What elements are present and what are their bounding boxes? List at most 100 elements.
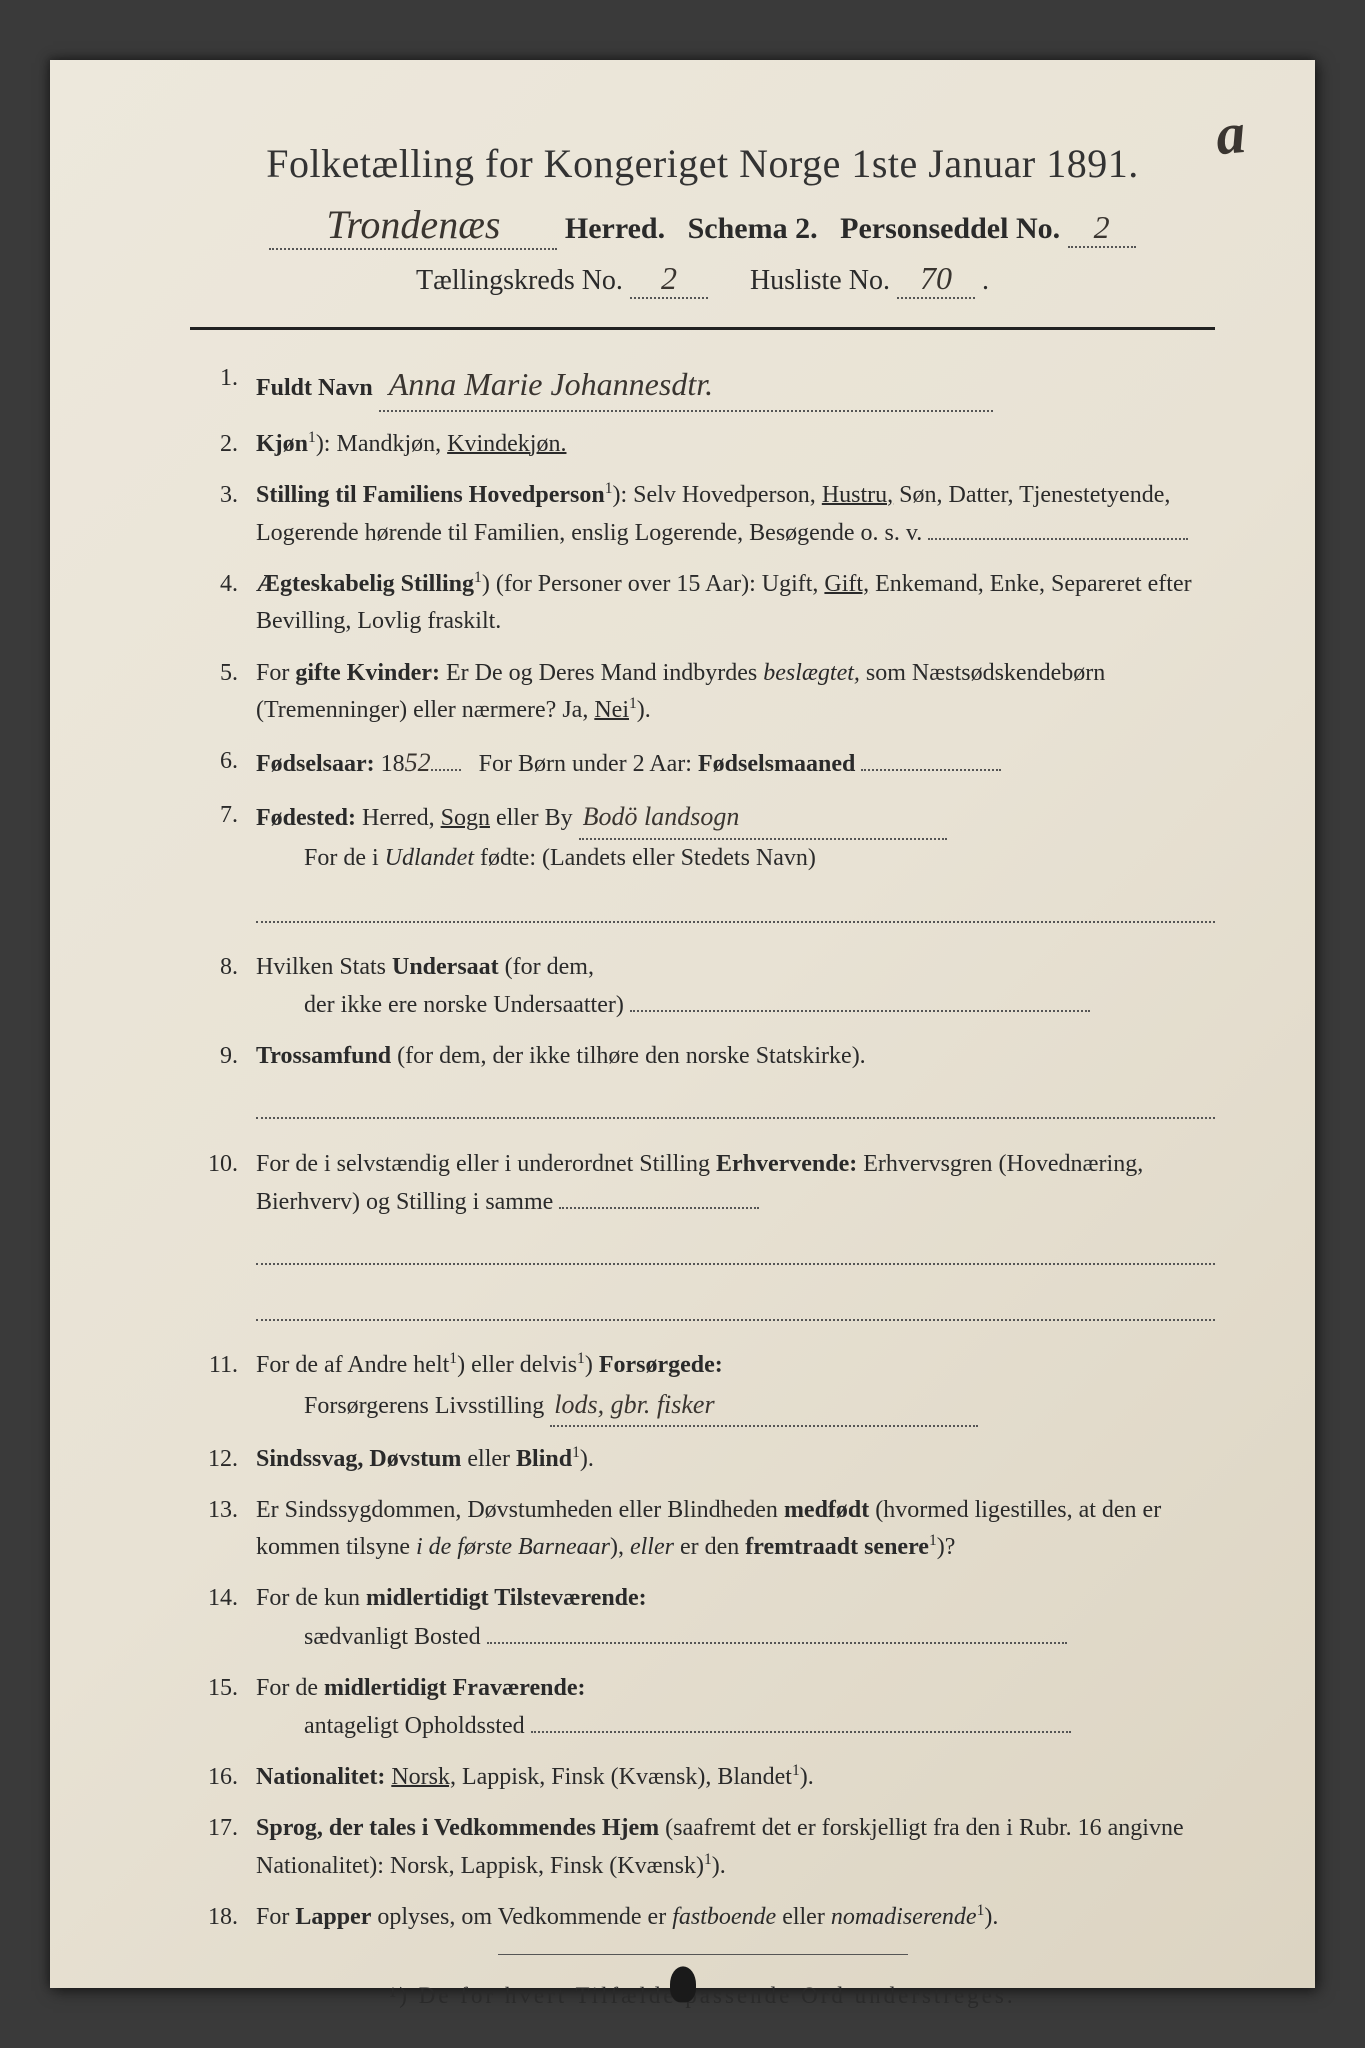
q7-e: Udlandet — [385, 845, 474, 871]
q8-blank — [630, 986, 1090, 1012]
q4-label: Ægteskabelig Stilling — [256, 571, 474, 597]
sup: 1 — [449, 1350, 457, 1367]
item-16: 16. Nationalitet: Norsk, Lappisk, Finsk … — [190, 1759, 1215, 1796]
q11-a: For de af Andre helt — [256, 1352, 449, 1378]
q5-d: beslægtet, — [763, 660, 860, 686]
q2-opt-kvind: Kvindekjøn. — [447, 431, 566, 457]
herred-name-field: Trondenæs — [269, 201, 557, 250]
q14-b: midlertidigt Tilsteværende: — [366, 1585, 647, 1611]
q8-b: Undersaat — [392, 954, 499, 980]
q7-hand: Bodö landsogn — [579, 797, 947, 839]
item-17: 17. Sprog, der tales i Vedkommendes Hjem… — [190, 1810, 1215, 1884]
q7-a: Fødested: — [256, 805, 356, 831]
sup: 1 — [792, 1762, 800, 1779]
q5-a: For — [256, 660, 289, 686]
q3-a: Selv Hovedperson, — [633, 482, 816, 508]
q8-d: der ikke ere norske Undersaatter) — [304, 992, 624, 1018]
q13-a: Er Sindssygdommen, Døvstumheden eller Bl… — [256, 1497, 778, 1523]
item-4: 4. Ægteskabelig Stilling1) (for Personer… — [190, 566, 1215, 640]
q9-a: Trossamfund — [256, 1043, 391, 1069]
q18-d: fastboende — [672, 1904, 776, 1930]
q6-b: For Børn under 2 Aar: — [479, 751, 692, 777]
footnote: ¹) De for hvert Tilfælde passende Ord un… — [190, 1983, 1215, 2009]
period: . — [982, 265, 989, 296]
husliste-label: Husliste No. — [750, 265, 890, 296]
q7-sogn: Sogn — [441, 805, 490, 831]
item-13: 13. Er Sindssygdommen, Døvstumheden elle… — [190, 1492, 1215, 1566]
item-10: 10. For de i selvstændig eller i underor… — [190, 1146, 1215, 1334]
q14-a: For de kun — [256, 1585, 360, 1611]
sup: 1 — [977, 1902, 985, 1919]
sup: 1 — [704, 1851, 712, 1868]
sup: 1 — [308, 429, 316, 446]
q3-label: Stilling til Familiens Hovedperson — [256, 482, 605, 508]
paren: ): — [316, 431, 331, 457]
sup: 1 — [929, 1532, 937, 1549]
herred-label: Herred. — [565, 212, 665, 245]
q13-b: medfødt — [784, 1497, 869, 1523]
q11-b: eller delvis — [471, 1352, 577, 1378]
item-7: 7. Fødested: Herred, Sogn eller By Bodö … — [190, 797, 1215, 935]
q7-c: eller By — [496, 805, 573, 831]
divider-rule — [190, 327, 1215, 330]
item-12: 12. Sindssvag, Døvstum eller Blind1). — [190, 1441, 1215, 1478]
q4-gift: Gift, — [824, 571, 869, 597]
q15-blank — [531, 1707, 1071, 1733]
item-15: 15. For de midlertidigt Fraværende: anta… — [190, 1670, 1215, 1745]
q10-b: Erhvervende: — [716, 1151, 857, 1177]
item-num-17: 17. — [190, 1810, 256, 1884]
item-num-10: 10. — [190, 1146, 256, 1334]
item-num-4: 4. — [190, 566, 256, 640]
item-14: 14. For de kun midlertidigt Tilsteværend… — [190, 1580, 1215, 1655]
item-num-9: 9. — [190, 1038, 256, 1131]
q12-c: Blind — [516, 1446, 572, 1472]
kreds-no: 2 — [630, 260, 708, 299]
schema-label: Schema 2. — [688, 212, 818, 245]
q18-f: nomadiserende — [831, 1904, 977, 1930]
q6-year-prefix: 18 — [381, 751, 405, 777]
item-num-15: 15. — [190, 1670, 256, 1745]
item-num-1: 1. — [190, 360, 256, 412]
q15-a: For de — [256, 1675, 318, 1701]
q16-norsk: Norsk, — [391, 1764, 456, 1790]
item-num-2: 2. — [190, 426, 256, 463]
q8-a: Hvilken Stats — [256, 954, 386, 980]
item-2: 2. Kjøn1): Mandkjøn, Kvindekjøn. — [190, 426, 1215, 463]
sup: 1 — [629, 695, 637, 712]
q7-blank — [256, 897, 1215, 923]
q4-a: (for Personer over 15 Aar): Ugift, — [496, 571, 819, 597]
paren: ): — [613, 482, 628, 508]
document-paper: a Folketælling for Kongeriget Norge 1ste… — [50, 60, 1315, 1988]
q3-blank — [928, 514, 1188, 540]
q18-e: eller — [782, 1904, 825, 1930]
item-8: 8. Hvilken Stats Undersaat (for dem, der… — [190, 949, 1215, 1024]
q11-c: Forsørgede: — [599, 1352, 723, 1378]
item-num-13: 13. — [190, 1492, 256, 1566]
item-9: 9. Trossamfund (for dem, der ikke tilhør… — [190, 1038, 1215, 1131]
item-5: 5. For gifte Kvinder: Er De og Deres Man… — [190, 655, 1215, 729]
q13-e: ), — [610, 1534, 624, 1560]
q9-b: (for dem, der ikke tilhøre den norske St… — [397, 1043, 866, 1069]
q15-c: antageligt Opholdssted — [304, 1713, 525, 1739]
item-1: 1. Fuldt Navn Anna Marie Johannesdtr. — [190, 360, 1215, 412]
q10-blank2 — [256, 1239, 1215, 1265]
item-3: 3. Stilling til Familiens Hovedperson1):… — [190, 477, 1215, 552]
q10-blank1 — [559, 1183, 759, 1209]
item-11: 11. For de af Andre helt1) eller delvis1… — [190, 1347, 1215, 1426]
q2-label: Kjøn — [256, 431, 308, 457]
corner-annotation: a — [1213, 99, 1248, 168]
q12-b: eller — [467, 1446, 510, 1472]
q6-year-hand: 52 — [405, 748, 431, 777]
q9-blank — [256, 1093, 1215, 1119]
q18-c: oplyses, om Vedkommende er — [377, 1904, 666, 1930]
sup: 1 — [577, 1350, 585, 1367]
q12-a: Sindssvag, Døvstum — [256, 1446, 461, 1472]
q6-a: Fødselsaar: — [256, 751, 375, 777]
q8-c: (for dem, — [505, 954, 594, 980]
kreds-label: Tællingskreds No. — [416, 265, 623, 296]
q11-d: Forsørgerens Livsstilling — [304, 1393, 544, 1419]
header-line-2: Trondenæs Herred. Schema 2. Personseddel… — [190, 201, 1215, 250]
q15-b: midlertidigt Fraværende: — [324, 1675, 586, 1701]
q3-hustru: Hustru, — [822, 482, 893, 508]
q14-c: sædvanligt Bosted — [304, 1624, 481, 1650]
